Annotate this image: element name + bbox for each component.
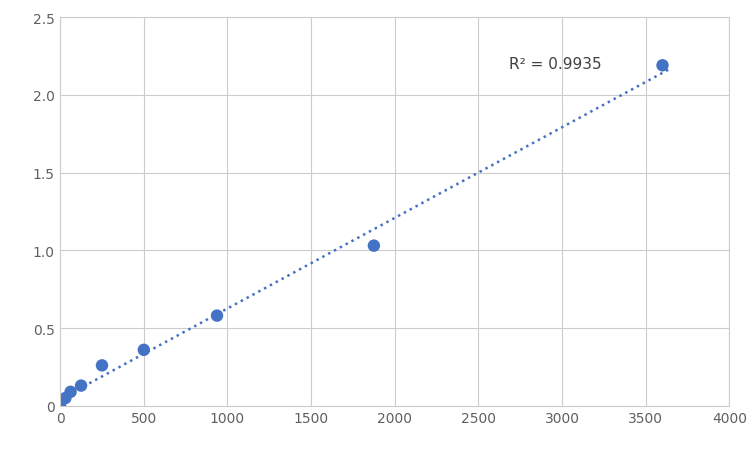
Point [54,402,66,410]
Point [656,63,669,70]
Point [59,395,71,402]
Point [368,243,380,250]
Text: R² = 0.9935: R² = 0.9935 [508,57,601,72]
Point [211,312,223,319]
Point [75,382,87,389]
Point [96,362,108,369]
Point [65,388,77,396]
Point [138,346,150,354]
